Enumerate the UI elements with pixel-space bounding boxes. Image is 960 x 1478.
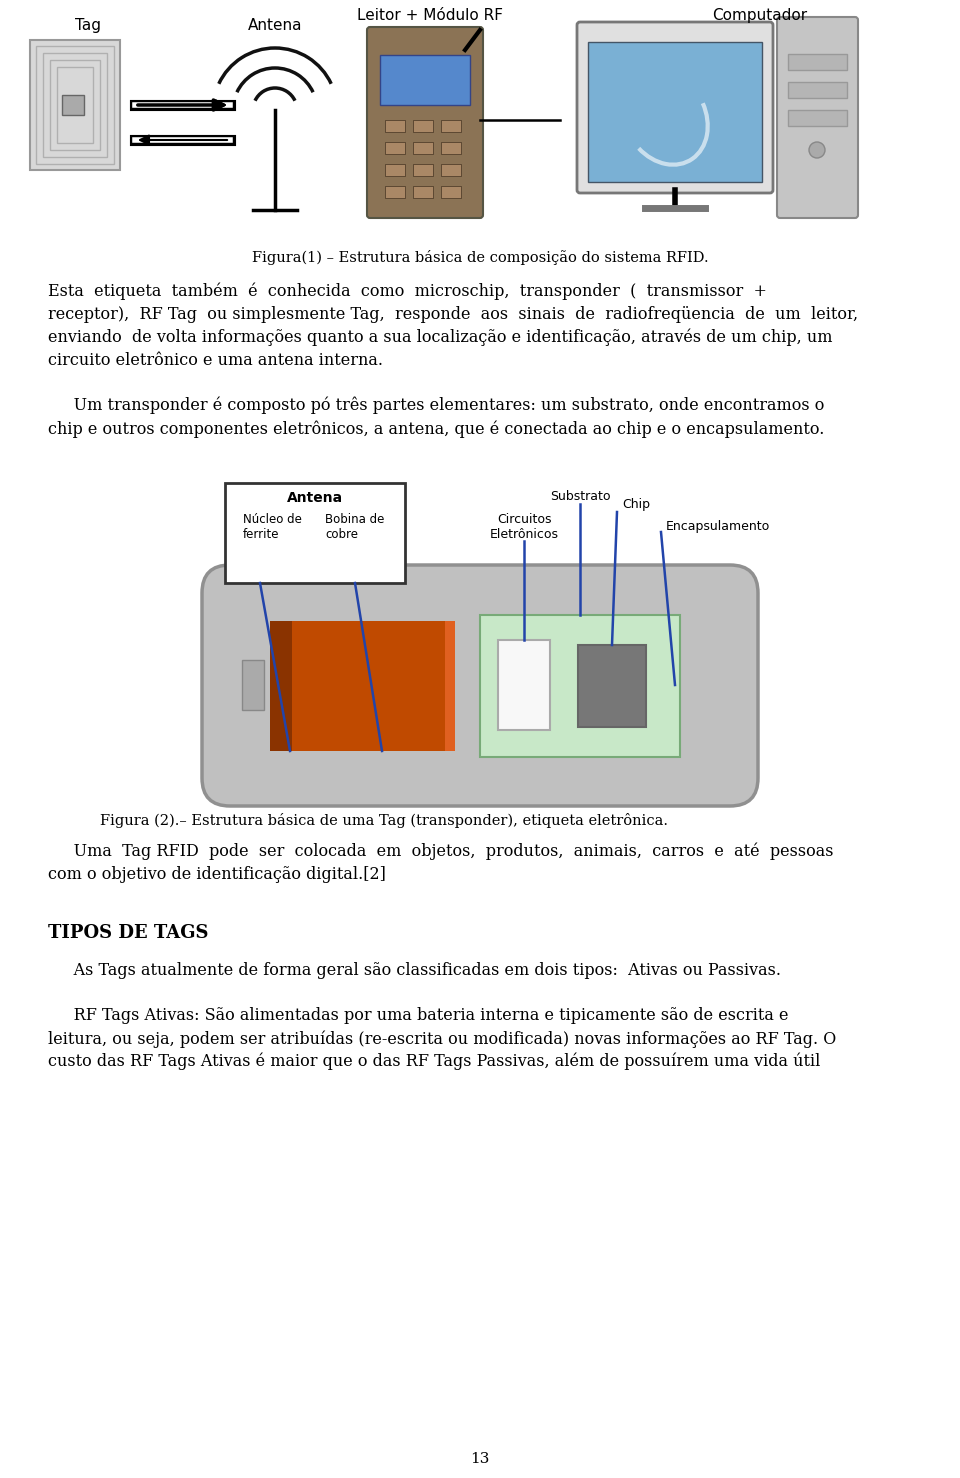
Text: leitura, ou seja, podem ser atribuídas (re-escrita ou modificada) novas informaç: leitura, ou seja, podem ser atribuídas (…: [48, 1030, 836, 1048]
Text: enviando  de volta informações quanto a sua localização e identificação, através: enviando de volta informações quanto a s…: [48, 330, 832, 346]
Bar: [413, 186, 433, 198]
Text: custo das RF Tags Ativas é maior que o das RF Tags Passivas, além de possuírem u: custo das RF Tags Ativas é maior que o d…: [48, 1052, 821, 1070]
Text: 13: 13: [470, 1451, 490, 1466]
Text: Esta  etiqueta  também  é  conhecida  como  microschip,  transponder  (  transmi: Esta etiqueta também é conhecida como mi…: [48, 282, 767, 300]
Bar: [242, 661, 264, 709]
FancyBboxPatch shape: [367, 27, 483, 217]
Bar: [413, 120, 433, 132]
Text: com o objetivo de identificação digital.[2]: com o objetivo de identificação digital.…: [48, 866, 386, 882]
FancyBboxPatch shape: [202, 565, 758, 806]
Text: Figura(1) – Estrutura básica de composição do sistema RFID.: Figura(1) – Estrutura básica de composiç…: [252, 250, 708, 265]
Bar: [36, 46, 114, 164]
Bar: [57, 67, 93, 143]
FancyBboxPatch shape: [577, 22, 773, 194]
Text: Núcleo de
ferrite: Núcleo de ferrite: [243, 513, 301, 541]
Bar: [385, 164, 405, 176]
Bar: [788, 55, 847, 69]
Text: Uma  Tag RFID  pode  ser  colocada  em  objetos,  produtos,  animais,  carros  e: Uma Tag RFID pode ser colocada em objeto…: [48, 842, 833, 860]
Bar: [385, 120, 405, 132]
Text: Leitor + Módulo RF: Leitor + Módulo RF: [357, 7, 503, 24]
Text: circuito eletrônico e uma antena interna.: circuito eletrônico e uma antena interna…: [48, 352, 383, 370]
Text: Chip: Chip: [622, 498, 650, 511]
Bar: [445, 621, 455, 751]
Text: Substrato: Substrato: [550, 491, 611, 503]
Text: Tag: Tag: [75, 18, 101, 33]
Bar: [498, 640, 550, 730]
Bar: [270, 621, 292, 751]
Bar: [413, 142, 433, 154]
Bar: [30, 40, 120, 170]
Text: TIPOS DE TAGS: TIPOS DE TAGS: [48, 924, 208, 941]
Bar: [441, 164, 461, 176]
Text: chip e outros componentes eletrônicos, a antena, que é conectada ao chip e o enc: chip e outros componentes eletrônicos, a…: [48, 420, 825, 437]
Text: RF Tags Ativas: São alimentadas por uma bateria interna e tipicamente são de esc: RF Tags Ativas: São alimentadas por uma …: [48, 1007, 788, 1024]
Bar: [50, 61, 100, 149]
Bar: [578, 644, 646, 727]
Bar: [62, 95, 84, 115]
Text: Computador: Computador: [712, 7, 807, 24]
Bar: [480, 615, 680, 757]
Text: Antena: Antena: [248, 18, 302, 33]
Circle shape: [809, 142, 825, 158]
Text: Encapsulamento: Encapsulamento: [666, 520, 770, 534]
Bar: [413, 164, 433, 176]
Text: As Tags atualmente de forma geral são classificadas em dois tipos:  Ativas ou Pa: As Tags atualmente de forma geral são cl…: [48, 962, 781, 978]
Bar: [385, 186, 405, 198]
Bar: [441, 120, 461, 132]
Bar: [441, 186, 461, 198]
Text: Bobina de
cobre: Bobina de cobre: [325, 513, 384, 541]
Text: Antena: Antena: [287, 491, 343, 505]
Bar: [788, 109, 847, 126]
Bar: [225, 483, 405, 582]
Bar: [441, 142, 461, 154]
Bar: [380, 55, 470, 105]
Bar: [385, 142, 405, 154]
Text: Um transponder é composto pó três partes elementares: um substrato, onde encontr: Um transponder é composto pó três partes…: [48, 398, 825, 414]
Bar: [43, 53, 107, 157]
Bar: [270, 621, 455, 751]
Text: receptor),  RF Tag  ou simplesmente Tag,  responde  aos  sinais  de  radiofreqüe: receptor), RF Tag ou simplesmente Tag, r…: [48, 306, 858, 324]
Bar: [788, 81, 847, 98]
Bar: [588, 41, 762, 182]
Text: Circuitos
Eletrônicos: Circuitos Eletrônicos: [490, 513, 559, 541]
Text: Figura (2).– Estrutura básica de uma Tag (transponder), etiqueta eletrônica.: Figura (2).– Estrutura básica de uma Tag…: [100, 813, 668, 828]
FancyBboxPatch shape: [777, 18, 858, 217]
